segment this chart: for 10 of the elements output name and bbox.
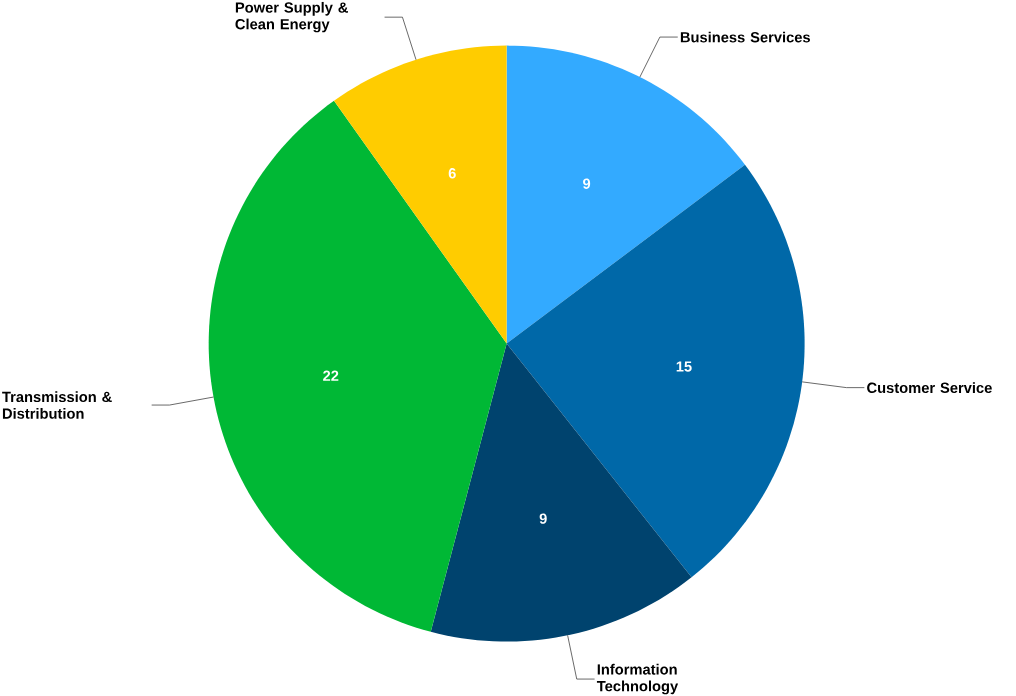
data-label: 15 xyxy=(676,361,692,372)
slice-label: Business Services xyxy=(680,31,810,43)
slice-label: Power Supply & Clean Energy xyxy=(235,1,348,33)
data-label: 6 xyxy=(448,167,456,179)
data-label: 22 xyxy=(323,370,339,381)
slice-label: Transmission & Distribution xyxy=(2,391,112,419)
slice-label: Information Technology xyxy=(596,663,679,695)
data-label: 9 xyxy=(583,178,591,189)
data-label: 9 xyxy=(539,513,547,524)
slice-label: Customer Service xyxy=(867,382,992,393)
